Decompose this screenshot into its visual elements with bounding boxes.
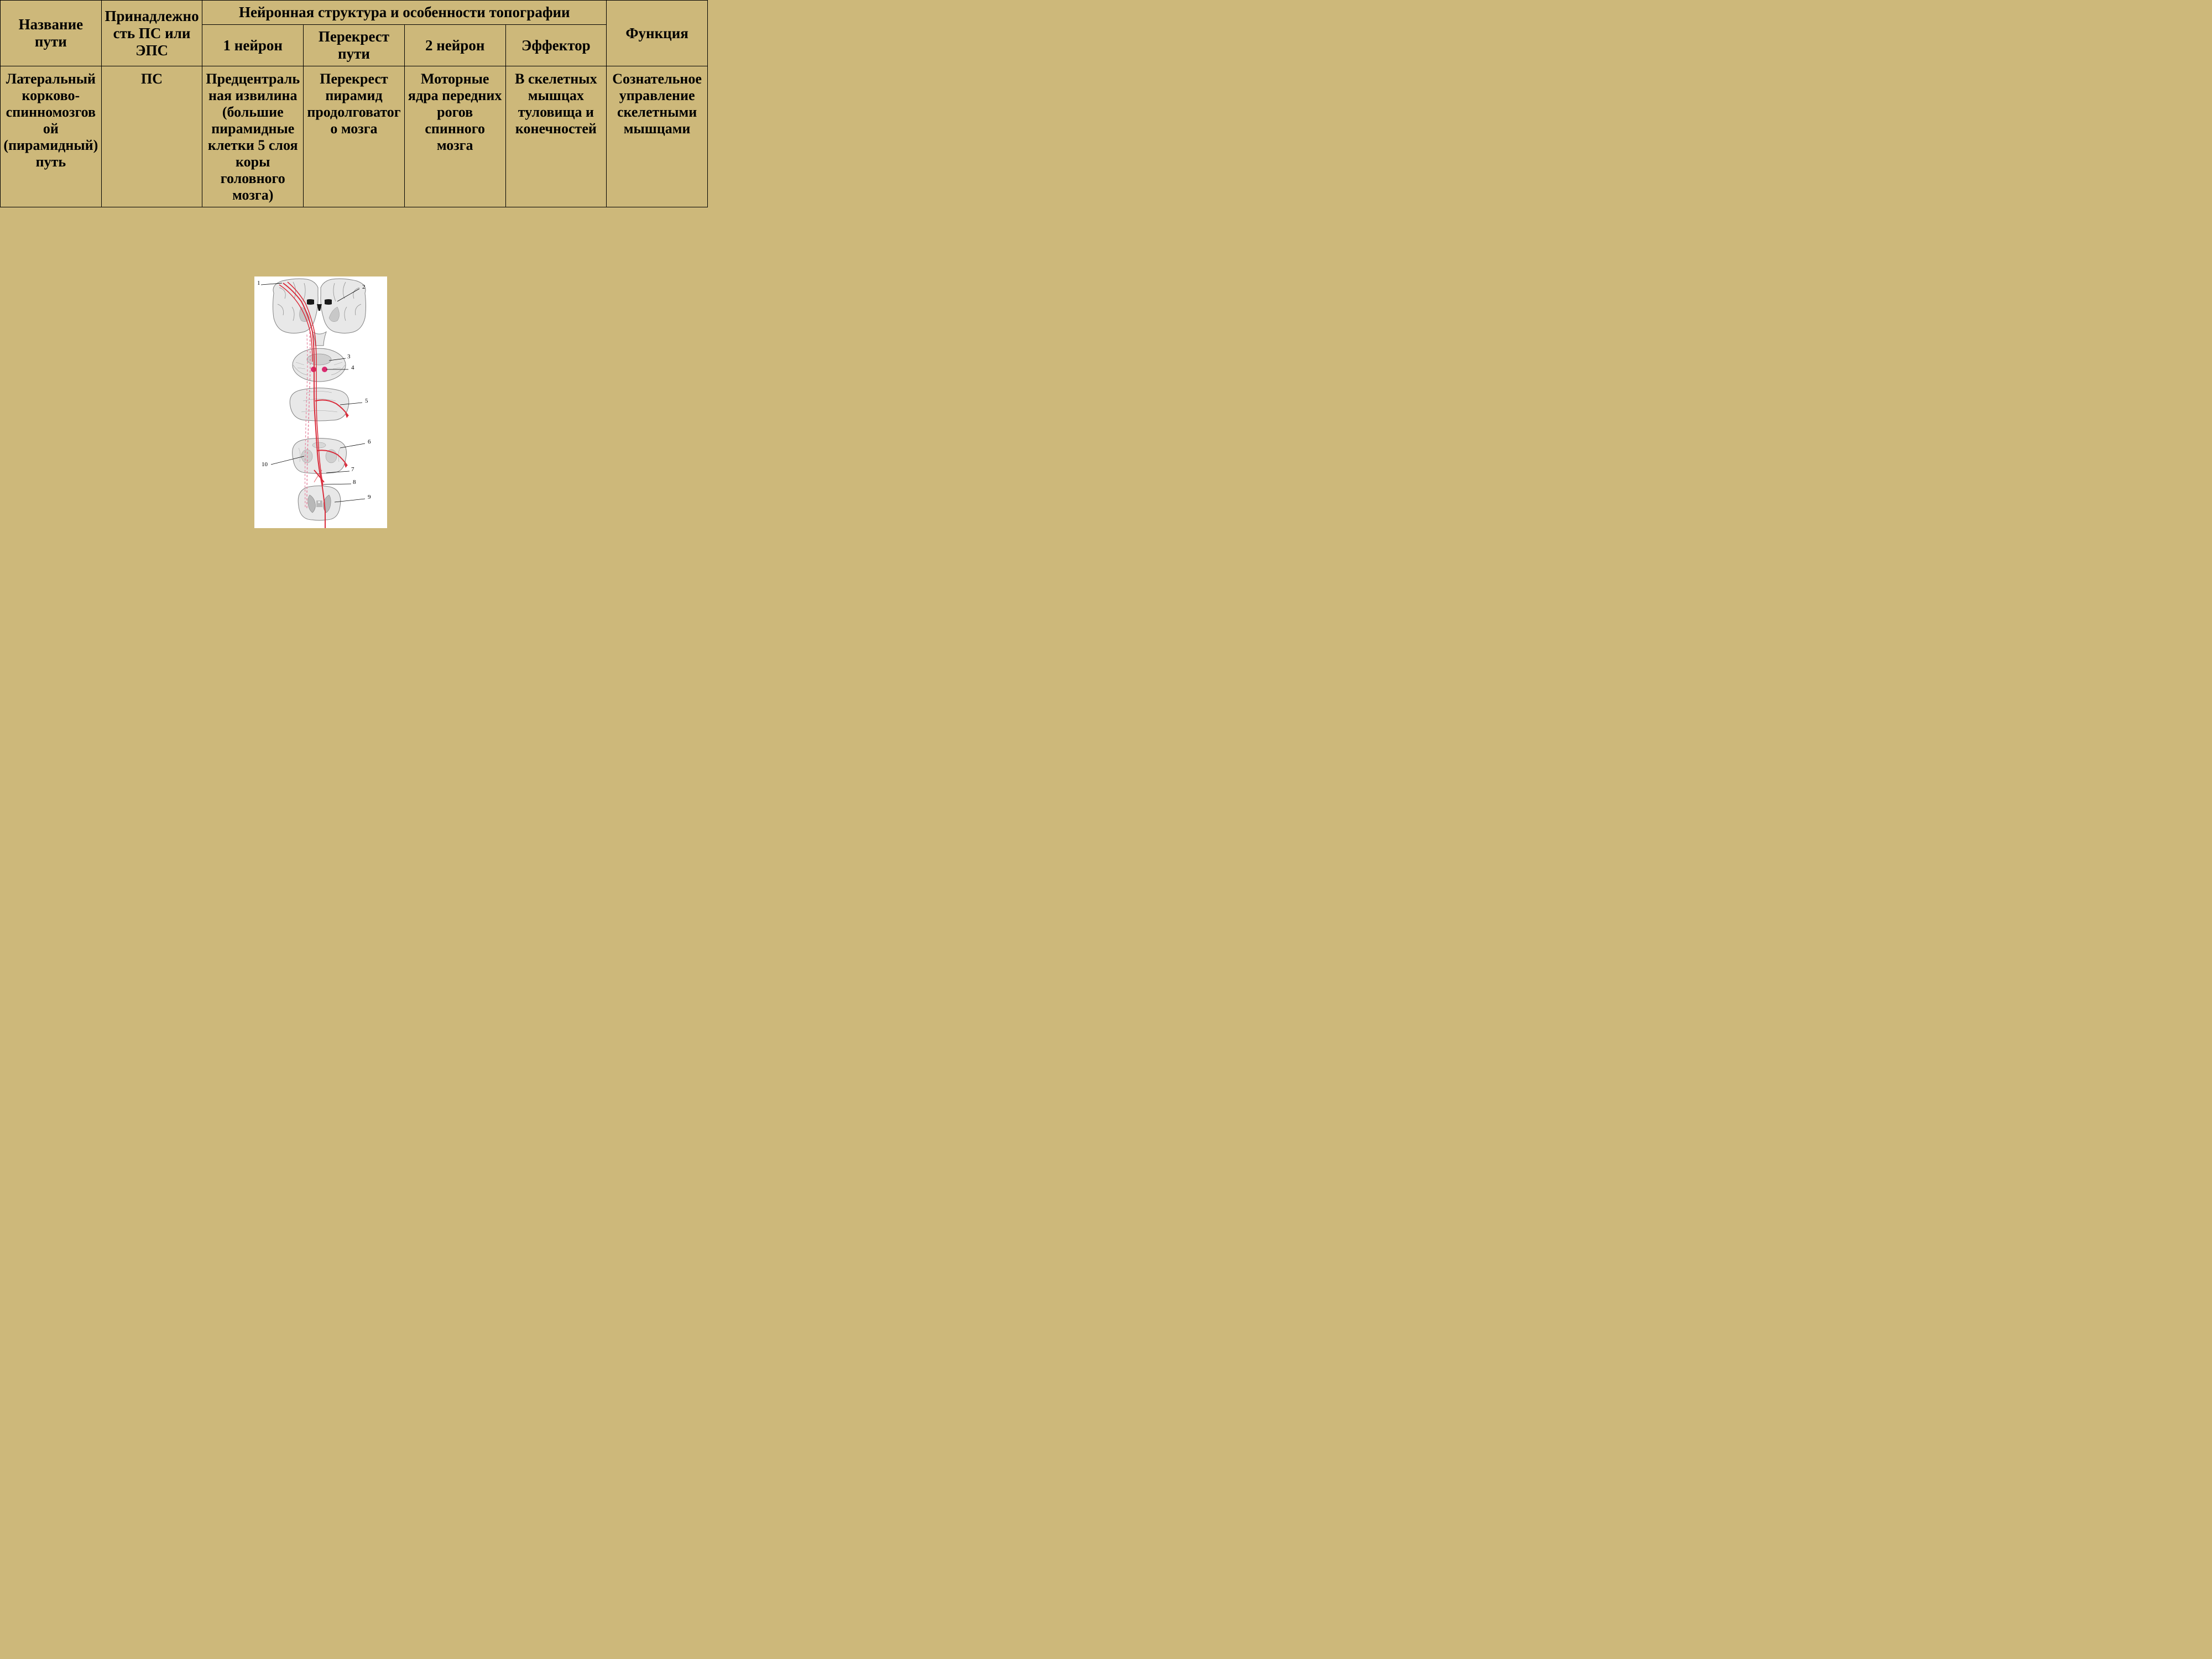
label-7: 7 bbox=[351, 466, 354, 473]
label-9: 9 bbox=[368, 494, 371, 500]
header-name: Название пути bbox=[1, 1, 102, 66]
table-row: Латеральный корково-спинномозговой (пира… bbox=[1, 66, 708, 207]
label-10: 10 bbox=[262, 461, 268, 468]
label-2: 2 bbox=[362, 284, 366, 290]
label-3: 3 bbox=[347, 353, 351, 360]
label-6: 6 bbox=[368, 439, 371, 445]
midbrain-section bbox=[293, 348, 346, 382]
subheader-effector: Эффектор bbox=[505, 25, 607, 66]
cell-name: Латеральный корково-спинномозговой (пира… bbox=[1, 66, 102, 207]
cell-belonging: ПС bbox=[101, 66, 202, 207]
subheader-crossover: Перекрест пути bbox=[304, 25, 405, 66]
neural-pathway-table: Название пути Принадлежность ПС или ЭПС … bbox=[0, 0, 708, 207]
cell-neuron1: Предцентральная извилина (большие пирами… bbox=[202, 66, 304, 207]
diagram-svg: 1 2 3 4 5 6 7 8 9 10 bbox=[254, 276, 387, 528]
label-5: 5 bbox=[365, 398, 368, 404]
header-group: Нейронная структура и особенности топогр… bbox=[202, 1, 607, 25]
cell-function: Сознательное управление скелетными мышца… bbox=[607, 66, 708, 207]
pons-section bbox=[290, 388, 349, 421]
cell-crossover: Перекрест пирамид продолговатого мозга bbox=[304, 66, 405, 207]
header-belonging: Принадлежность ПС или ЭПС bbox=[101, 1, 202, 66]
pyramidal-tract-diagram: 1 2 3 4 5 6 7 8 9 10 bbox=[254, 276, 387, 528]
label-4: 4 bbox=[351, 364, 354, 371]
label-8: 8 bbox=[353, 479, 356, 486]
label-1: 1 bbox=[257, 280, 260, 286]
subheader-2neuron: 2 нейрон bbox=[404, 25, 505, 66]
subheader-1neuron: 1 нейрон bbox=[202, 25, 304, 66]
cell-neuron2: Моторные ядра передних рогов спинного мо… bbox=[404, 66, 505, 207]
spinal-cord-section bbox=[298, 486, 341, 521]
header-function: Функция bbox=[607, 1, 708, 66]
cell-effector: В скелетных мышцах туловища и конечносте… bbox=[505, 66, 607, 207]
